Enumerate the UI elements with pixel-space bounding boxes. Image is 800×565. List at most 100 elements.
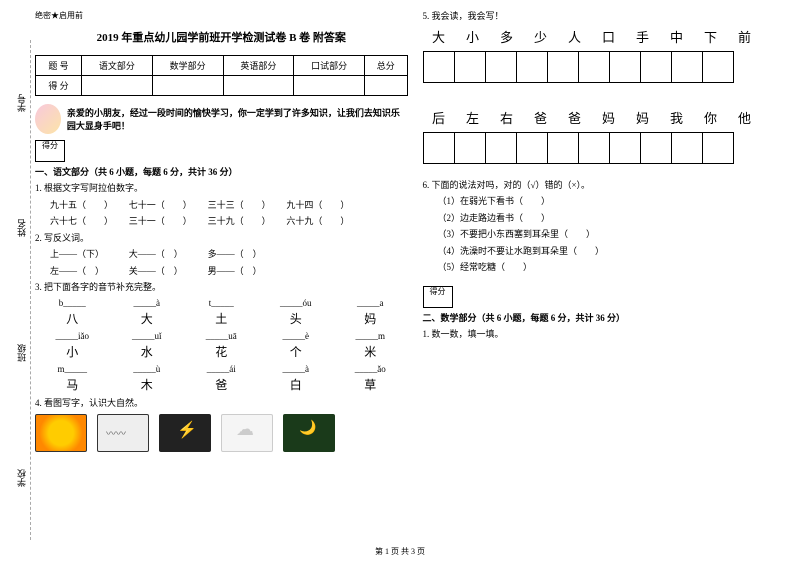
q6-item: （2）边走路边看书（ ） (423, 212, 796, 226)
exam-title: 2019 年重点幼儿园学前班开学检测试卷 B 卷 附答案 (35, 29, 408, 45)
char-label: 口 (593, 27, 625, 48)
pinyin: b_____ (35, 298, 110, 308)
char: 水 (110, 343, 185, 360)
char: 小 (35, 343, 110, 360)
q6-item: （5）经常吃糖（ ） (423, 261, 796, 275)
write-box (423, 132, 455, 164)
pinyin: _____ù (110, 364, 185, 374)
question-5: 5. 我会读，我会写！ (423, 10, 796, 24)
item: 七十一（ ） (129, 200, 188, 210)
char-label: 中 (661, 27, 693, 48)
pinyin: _____è (259, 331, 334, 341)
char: 白 (259, 376, 334, 393)
question-row: 上——（下） 大——（ ） 多——（ ） (35, 248, 408, 262)
char-label: 大 (423, 27, 455, 48)
cartoon-icon (35, 104, 61, 134)
question-4: 4. 看图写字，认识大自然。 (35, 397, 408, 411)
write-box (609, 51, 641, 83)
char-label: 妈 (593, 108, 625, 129)
char-label: 人 (559, 27, 591, 48)
char-label: 后 (423, 108, 455, 129)
char: 爸 (184, 376, 259, 393)
char-label-row: 大 小 多 少 人 口 手 中 下 前 (423, 27, 796, 48)
write-box (547, 132, 579, 164)
td (223, 76, 294, 96)
pinyin: _____a (333, 298, 408, 308)
char-row: 八 大 土 头 妈 (35, 310, 408, 327)
item: 六十七（ ） (50, 216, 109, 226)
char-row: 马 木 爸 白 草 (35, 376, 408, 393)
write-box (423, 51, 455, 83)
question-1: 1. 根据文字写阿拉伯数字。 (35, 182, 408, 196)
char-label: 下 (695, 27, 727, 48)
write-box-row (423, 132, 796, 164)
side-label: 班级 (3, 342, 30, 364)
th: 口试部分 (294, 56, 365, 76)
td (82, 76, 153, 96)
char-label: 手 (627, 27, 659, 48)
th: 总分 (365, 56, 408, 76)
write-box (702, 132, 734, 164)
section-heading: 二、数学部分（共 6 小题，每题 6 分，共计 36 分） (423, 311, 796, 324)
pinyin-row: b_____ _____à t_____ _____óu _____a (35, 298, 408, 308)
char: 米 (333, 343, 408, 360)
secret-header: 绝密★启用前 (35, 10, 408, 21)
item: 三十九（ ） (208, 216, 267, 226)
write-box (454, 132, 486, 164)
pinyin: _____ǎo (333, 364, 408, 374)
pinyin: _____uā (184, 331, 259, 341)
write-box (485, 51, 517, 83)
th: 题 号 (36, 56, 82, 76)
write-box (516, 132, 548, 164)
moon-icon (283, 414, 335, 452)
td (152, 76, 223, 96)
char: 马 (35, 376, 110, 393)
question-row: 左——（ ） 关——（ ） 男——（ ） (35, 265, 408, 279)
math-question-1: 1. 数一数，填一填。 (423, 328, 796, 342)
page-footer: 第 1 页 共 3 页 (0, 546, 800, 557)
item: 六十九（ ） (286, 216, 349, 226)
pinyin: _____à (110, 298, 185, 308)
char: 头 (259, 310, 334, 327)
score-box: 得分 (423, 286, 453, 308)
write-box (702, 51, 734, 83)
score-box: 得分 (35, 140, 65, 162)
side-label: 姓名 (3, 217, 30, 239)
td (294, 76, 365, 96)
question-2: 2. 写反义词。 (35, 232, 408, 246)
side-label: 学号 (3, 92, 30, 114)
q6-item: （3）不要把小东西塞到耳朵里（ ） (423, 228, 796, 242)
char: 个 (259, 343, 334, 360)
item: 上——（下） (50, 249, 100, 259)
lightning-icon (159, 414, 211, 452)
char-label: 妈 (627, 108, 659, 129)
pinyin-row: m_____ _____ù _____ái _____à _____ǎo (35, 364, 408, 374)
char: 八 (35, 310, 110, 327)
th: 语文部分 (82, 56, 153, 76)
char-label: 前 (729, 27, 761, 48)
write-box-row (423, 51, 796, 83)
sun-icon (35, 414, 87, 452)
th: 数学部分 (152, 56, 223, 76)
td (365, 76, 408, 96)
pinyin: _____ái (184, 364, 259, 374)
pinyin: m_____ (35, 364, 110, 374)
score-table: 题 号 语文部分 数学部分 英语部分 口试部分 总分 得 分 (35, 55, 408, 96)
item: 九十五（ ） (50, 200, 109, 210)
intro-text: 亲爱的小朋友，经过一段时间的愉快学习，你一定学到了许多知识，让我们去知识乐园大显… (67, 106, 408, 132)
write-box (454, 51, 486, 83)
write-box (640, 51, 672, 83)
q6-item: （4）洗澡时不要让水跑到耳朵里（ ） (423, 245, 796, 259)
char: 草 (333, 376, 408, 393)
question-3: 3. 把下面各字的音节补充完整。 (35, 281, 408, 295)
char-label: 爸 (559, 108, 591, 129)
cloud-icon (221, 414, 273, 452)
write-box (578, 51, 610, 83)
write-box (516, 51, 548, 83)
char: 花 (184, 343, 259, 360)
pinyin: t_____ (184, 298, 259, 308)
table-row: 题 号 语文部分 数学部分 英语部分 口试部分 总分 (36, 56, 408, 76)
write-box (640, 132, 672, 164)
item: 关——（ ） (129, 266, 179, 276)
write-box (609, 132, 641, 164)
